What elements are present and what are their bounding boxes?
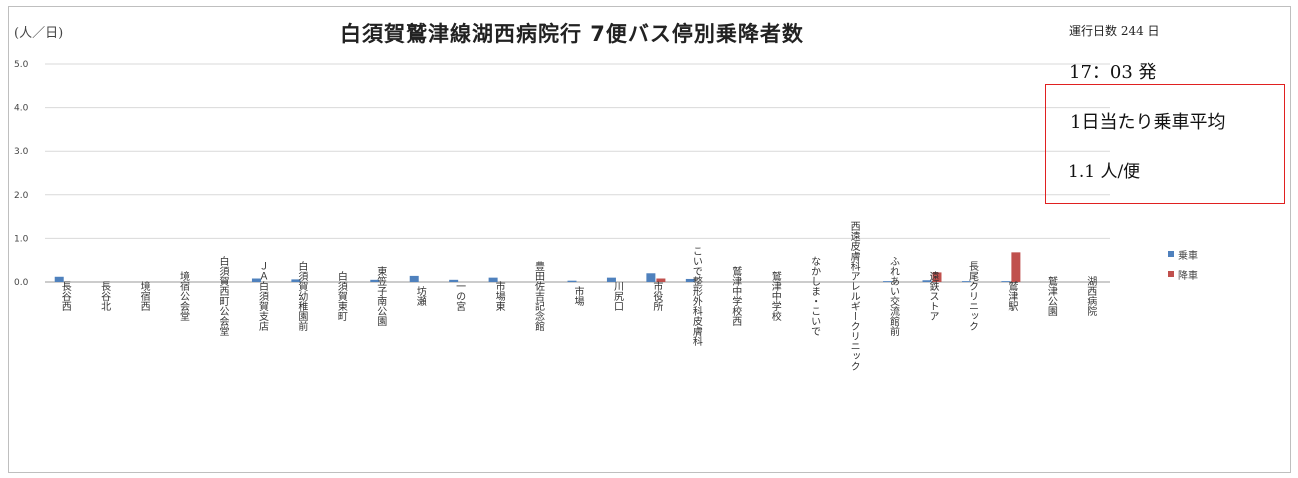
x-category-label: 白須賀幼稚園前	[296, 260, 308, 332]
x-category-label: 白須賀西町公会堂	[217, 255, 229, 336]
y-tick-label: 4.0	[14, 104, 29, 114]
bar-boarding-22	[922, 280, 932, 282]
legend-swatch-alighting	[1168, 271, 1174, 277]
bar-boarding-6	[291, 279, 301, 282]
x-category-label: 鷲津中学校西	[730, 265, 742, 326]
bar-boarding-24	[1001, 281, 1011, 282]
bar-alighting-15	[656, 278, 666, 282]
bar-boarding-8	[370, 279, 380, 282]
x-category-label: 坊瀬	[414, 285, 426, 307]
y-tick-label: 0.0	[14, 278, 29, 288]
bar-boarding-5	[251, 278, 261, 282]
y-axis-unit-label: (人／日)	[14, 26, 64, 41]
x-category-label: 鷲津駅	[1006, 280, 1018, 312]
x-category-label: 川尻口	[611, 281, 623, 311]
departure-time: 17：03 発	[1069, 62, 1157, 83]
bar-boarding-21	[883, 281, 893, 282]
legend-label-alighting: 降車	[1178, 270, 1198, 282]
average-highlight-box	[1045, 84, 1285, 204]
x-category-label: 西遠皮膚科アレルギークリニック	[848, 221, 860, 371]
bar-boarding-11	[488, 277, 498, 282]
y-tick-label: 3.0	[14, 147, 29, 157]
bar-boarding-9	[409, 275, 419, 282]
bar-boarding-10	[449, 279, 459, 282]
bar-alighting-24	[1011, 252, 1021, 282]
x-category-label: 鷲津中学校	[769, 270, 781, 322]
bar-boarding-13	[567, 280, 577, 282]
legend-item-alighting: 降車	[1168, 264, 1198, 284]
x-category-label: 境宿西	[138, 280, 150, 311]
x-category-label: 湖西病院	[1085, 276, 1097, 317]
x-category-label: 市場東	[493, 280, 505, 312]
y-tick-label: 1.0	[14, 234, 29, 244]
x-category-label: 鷲津公園	[1045, 275, 1057, 317]
bar-boarding-15	[646, 273, 656, 282]
x-category-label: 東笠子南公園	[375, 265, 387, 327]
x-category-label: 一の宮	[454, 281, 466, 312]
bar-boarding-23	[961, 281, 971, 282]
legend: 乗車 降車	[1168, 244, 1198, 284]
x-category-label: 長尾クリニック	[966, 261, 978, 331]
x-category-label: 長谷北	[99, 281, 111, 311]
y-tick-label: 2.0	[14, 191, 29, 201]
x-category-label: こいで整形外科皮膚科	[690, 246, 702, 347]
legend-swatch-boarding	[1168, 251, 1174, 257]
x-category-label: なかしま・こいで	[809, 256, 821, 336]
x-category-label: ふれあい交流館前	[888, 256, 900, 337]
x-category-label: 境宿公会堂	[178, 270, 190, 321]
bar-boarding-0	[54, 276, 64, 282]
operating-days: 運行日数 244 日	[1069, 24, 1160, 38]
x-category-label: 長谷西	[59, 281, 71, 311]
legend-item-boarding: 乗車	[1168, 244, 1198, 264]
bar-alighting-22	[932, 272, 942, 282]
x-category-label: 市役所	[651, 280, 663, 312]
x-category-label: 遠鉄ストア	[927, 270, 939, 321]
x-category-label: 市場	[572, 285, 584, 307]
legend-label-boarding: 乗車	[1178, 250, 1198, 262]
average-label: 1日当たり乗車平均	[1070, 112, 1226, 133]
x-category-label: ＪＡ白須賀支店	[256, 261, 268, 332]
x-category-label: 白須賀東町	[335, 270, 347, 321]
chart-frame	[8, 6, 1291, 473]
chart-title: 白須賀鷲津線湖西病院行 7便バス停別乗降者数	[340, 22, 804, 46]
bar-boarding-14	[606, 277, 616, 282]
bar-boarding-16	[685, 278, 695, 282]
average-value: 1.1 人/便	[1068, 162, 1141, 182]
x-category-label: 豊田佐吉記念館	[533, 260, 545, 332]
y-tick-label: 5.0	[14, 60, 29, 70]
